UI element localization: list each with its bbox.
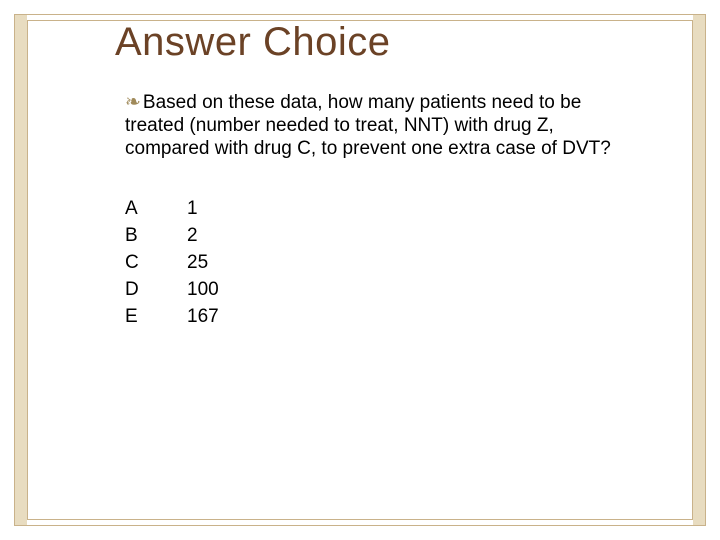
answer-choices: A 1 B 2 C 25 D 100 E 167 xyxy=(125,196,219,330)
slide-title: Answer Choice xyxy=(115,20,391,65)
choice-letter: E xyxy=(125,304,187,331)
choice-row: A 1 xyxy=(125,196,219,223)
choice-value: 167 xyxy=(187,304,219,331)
bullet-icon: ❧ xyxy=(125,92,141,115)
choice-row: D 100 xyxy=(125,277,219,304)
choice-letter: B xyxy=(125,223,187,250)
choice-value: 100 xyxy=(187,277,219,304)
choice-row: E 167 xyxy=(125,304,219,331)
question-block: ❧Based on these data, how many patients … xyxy=(125,92,625,160)
choice-row: B 2 xyxy=(125,223,219,250)
choice-letter: C xyxy=(125,250,187,277)
choice-row: C 25 xyxy=(125,250,219,277)
choice-value: 25 xyxy=(187,250,219,277)
slide-body: ❧Based on these data, how many patients … xyxy=(125,92,625,330)
choice-letter: A xyxy=(125,196,187,223)
choice-value: 1 xyxy=(187,196,219,223)
question-text: Based on these data, how many patients n… xyxy=(125,92,611,159)
choice-letter: D xyxy=(125,277,187,304)
slide: Answer Choice ❧Based on these data, how … xyxy=(0,0,720,540)
choice-value: 2 xyxy=(187,223,219,250)
